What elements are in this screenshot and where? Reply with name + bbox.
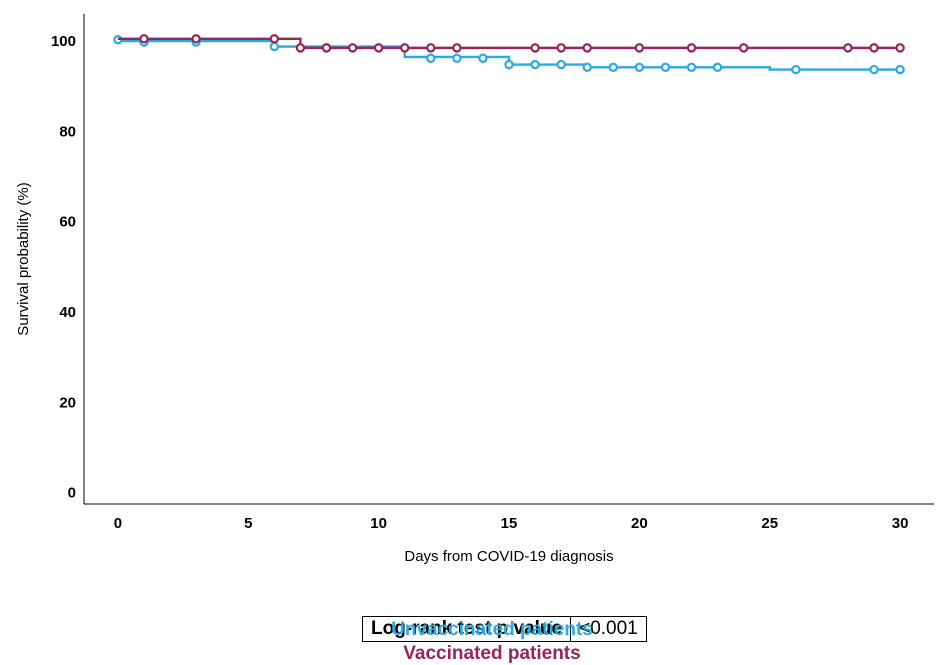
censor-marker-vaccinated [738, 43, 749, 53]
censor-marker-unvaccinated [608, 62, 618, 72]
log-rank-table: Log-rank test p value <0.001 [361, 616, 647, 642]
censor-marker-vaccinated [373, 43, 384, 53]
censor-marker-vaccinated [452, 43, 462, 53]
y-axis-ticks: 0 20 40 60 80 100 [51, 33, 76, 502]
censor-marker-vaccinated [556, 43, 566, 53]
censor-marker-unvaccinated [530, 59, 540, 70]
censor-marker-unvaccinated [504, 59, 514, 70]
censor-marker-vaccinated [686, 43, 697, 53]
censor-marker-vaccinated [843, 43, 853, 53]
legend-vaccinated: Vaccinated patients [403, 643, 581, 664]
x-tick-label: 10 [370, 515, 387, 532]
y-tick-label: 20 [59, 394, 76, 411]
censor-marker-vaccinated [869, 43, 879, 53]
y-tick-label: 80 [59, 123, 76, 140]
censor-marker-unvaccinated [660, 62, 671, 72]
legend-unvaccinated: Unvaccinated patients [391, 619, 593, 640]
y-tick-label: 60 [59, 214, 76, 231]
censor-marker-vaccinated [321, 43, 332, 53]
x-axis-title: Days from COVID-19 diagnosis [404, 548, 613, 565]
censor-marker-vaccinated [295, 43, 306, 53]
x-axis-ticks: 0 5 10 15 20 25 30 [114, 515, 909, 532]
x-tick-label: 15 [501, 515, 518, 532]
censor-marker-unvaccinated [582, 62, 592, 72]
censor-marker-vaccinated [400, 43, 410, 53]
y-tick-label: 100 [51, 33, 76, 50]
x-tick-label: 5 [244, 515, 252, 532]
x-tick-label: 30 [892, 515, 909, 532]
censor-marker-unvaccinated [478, 53, 488, 63]
censor-marker-unvaccinated [791, 64, 801, 75]
censor-marker-vaccinated [347, 43, 358, 53]
censor-marker-unvaccinated [869, 64, 879, 75]
log-rank-row: Log-rank test p value <0.001 [361, 616, 647, 642]
y-axis-title: Survival probability (%) [15, 182, 32, 335]
x-tick-label: 20 [631, 515, 648, 532]
x-tick-label: 25 [761, 515, 778, 532]
censor-marker-vaccinated [269, 34, 280, 44]
censor-marker-vaccinated [530, 43, 540, 53]
censor-marker-unvaccinated [634, 62, 645, 72]
x-tick-label: 0 [114, 515, 122, 532]
log-rank-value: <0.001 [570, 616, 647, 642]
censor-marker-vaccinated [426, 43, 436, 53]
series-layer [113, 34, 905, 75]
censor-marker-vaccinated [634, 43, 645, 53]
censor-marker-unvaccinated [269, 41, 280, 52]
censor-marker-vaccinated [582, 43, 592, 53]
censor-marker-vaccinated [139, 34, 149, 44]
censor-marker-unvaccinated [452, 53, 462, 63]
censor-marker-unvaccinated [686, 62, 697, 72]
censor-marker-unvaccinated [895, 64, 905, 75]
censor-marker-unvaccinated [426, 53, 436, 63]
y-tick-label: 40 [59, 304, 76, 321]
censor-marker-vaccinated [895, 43, 905, 53]
log-rank-label: Log-rank test p value [361, 616, 572, 642]
censor-marker-unvaccinated [712, 62, 723, 72]
censor-marker-vaccinated [191, 34, 201, 44]
y-tick-label: 0 [68, 485, 76, 502]
censor-marker-unvaccinated [556, 59, 566, 70]
